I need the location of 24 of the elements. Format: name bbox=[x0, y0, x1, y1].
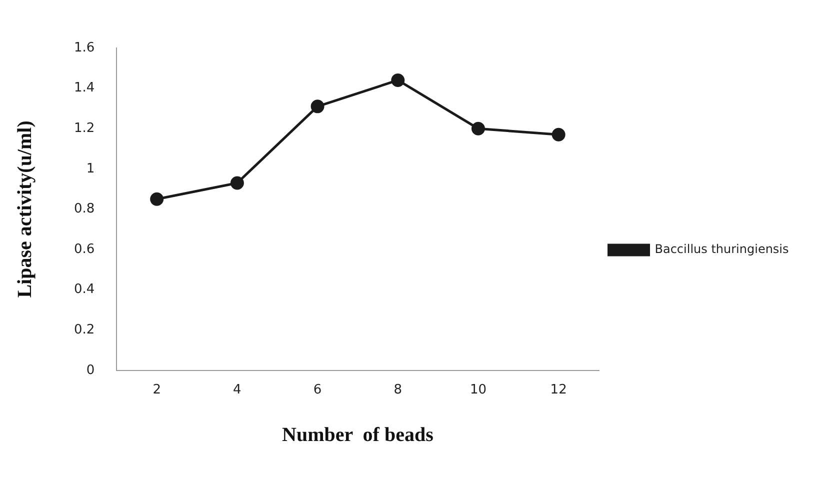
x-tick-label: 6 bbox=[313, 382, 322, 398]
y-tick-label: 0.6 bbox=[74, 242, 95, 257]
y-tick-label: 0.4 bbox=[74, 282, 95, 298]
y-tick-label: 1.6 bbox=[74, 40, 95, 56]
x-tick-label: 4 bbox=[233, 382, 242, 398]
y-tick-label: 0 bbox=[86, 362, 95, 378]
point bbox=[391, 73, 405, 87]
y-tick-label: 1.2 bbox=[74, 120, 95, 136]
point bbox=[310, 100, 324, 114]
x-tick-label: 10 bbox=[470, 382, 487, 398]
y-tick-label: 1 bbox=[86, 161, 95, 176]
y-tick-label: 0.2 bbox=[74, 322, 95, 338]
y-axis-title: Lipase activity(u/ml) bbox=[14, 120, 36, 298]
point bbox=[552, 128, 566, 142]
point bbox=[230, 176, 244, 190]
legend-label: Baccillus thuringiensis bbox=[654, 242, 789, 256]
y-tick-label: 1.4 bbox=[74, 80, 95, 96]
x-tick-label: 2 bbox=[152, 382, 161, 398]
x-tick-label: 12 bbox=[550, 382, 567, 398]
point bbox=[471, 122, 485, 136]
point bbox=[150, 192, 164, 206]
y-tick-label: 0.8 bbox=[74, 202, 95, 217]
x-tick-label: 8 bbox=[394, 382, 402, 398]
x-axis-title: Number of beads bbox=[282, 424, 434, 446]
